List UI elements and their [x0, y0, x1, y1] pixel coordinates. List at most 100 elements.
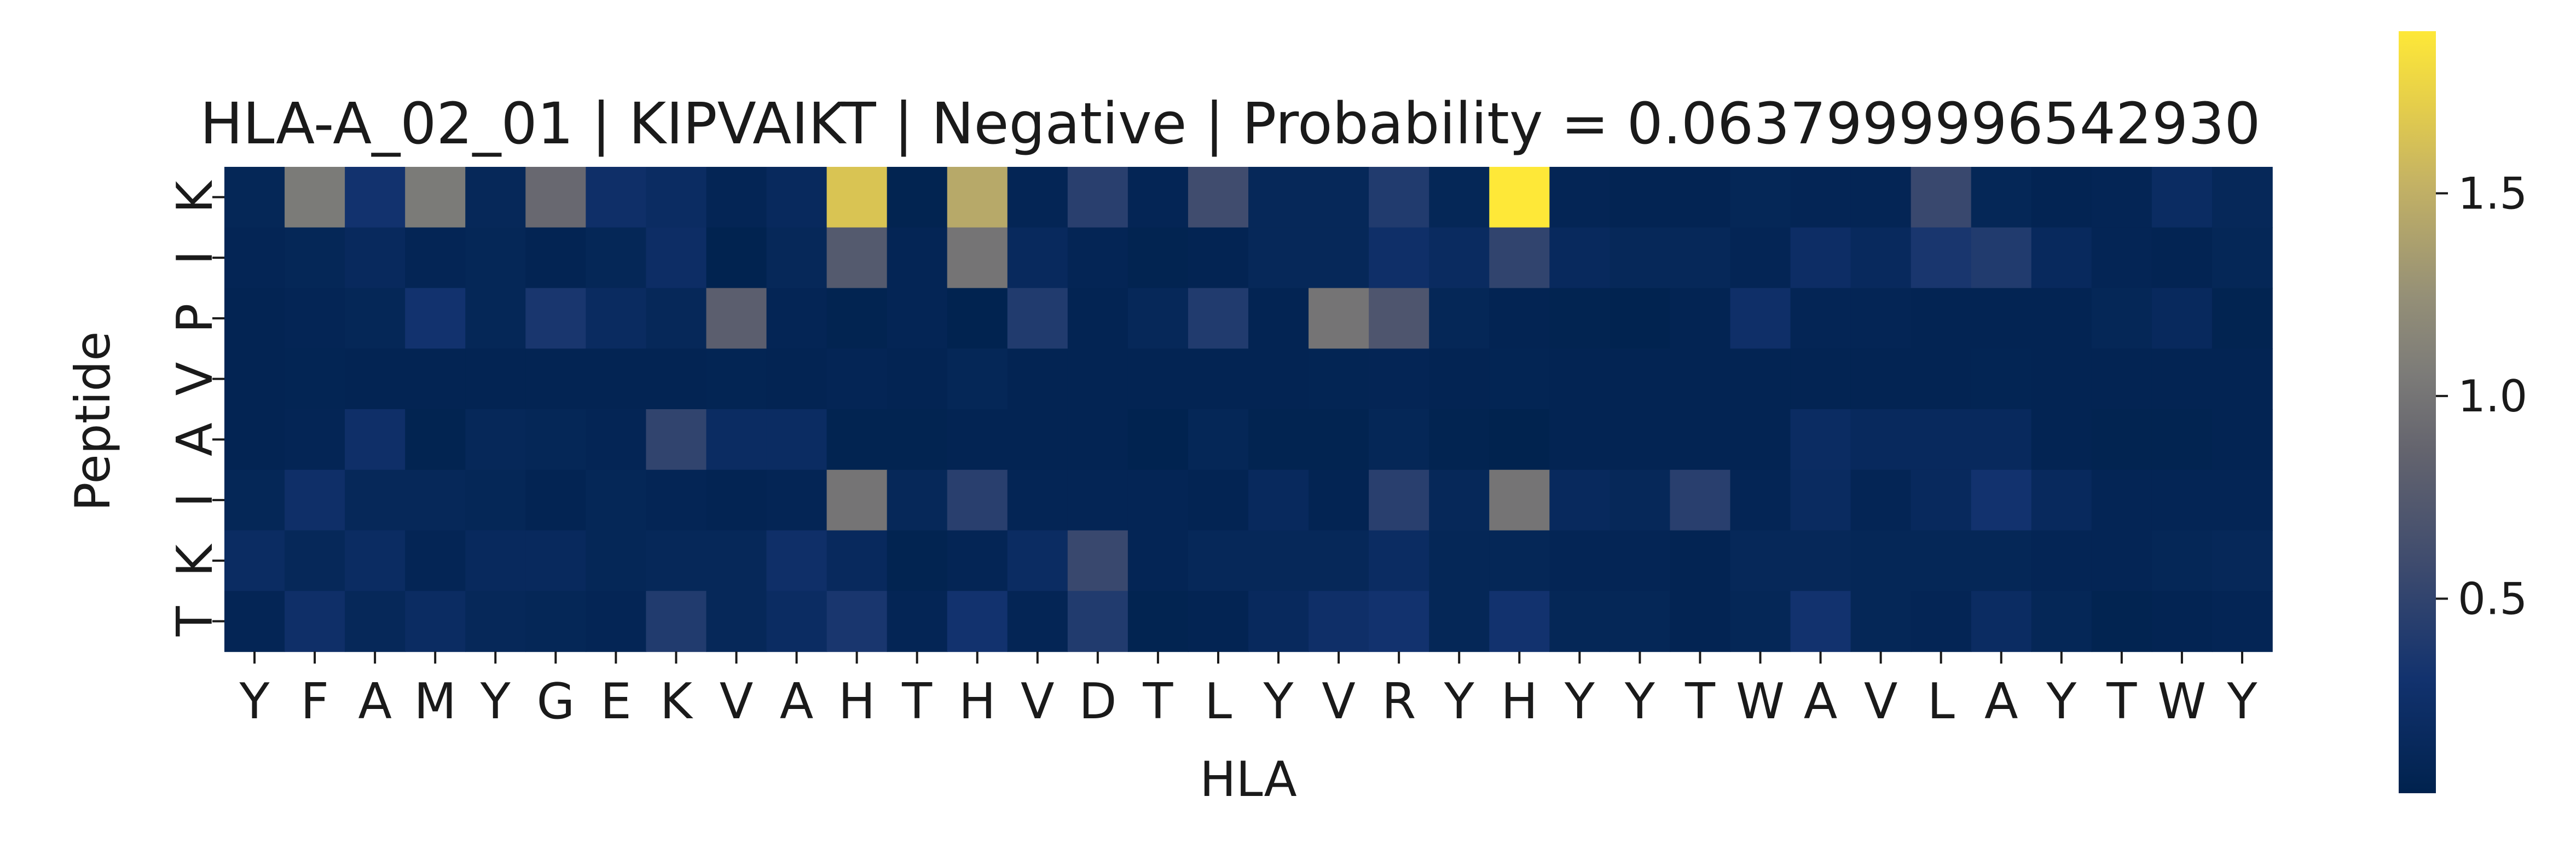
heatmap-cell	[1489, 348, 1550, 410]
heatmap-cell	[1549, 227, 1611, 289]
heatmap-cell	[646, 530, 707, 592]
heatmap-cell	[2151, 227, 2213, 289]
heatmap-cell	[706, 591, 767, 652]
heatmap-cell	[1610, 469, 1671, 531]
heatmap-cell	[345, 167, 406, 228]
heatmap-cell	[947, 167, 1008, 228]
heatmap-cell	[1670, 591, 1731, 652]
heatmap-cell	[1549, 469, 1611, 531]
colorbar-tick-label: 1.0	[2458, 371, 2527, 422]
x-tick-label: Y	[2226, 673, 2257, 730]
heatmap-cell	[1489, 288, 1550, 350]
heatmap-cell	[1188, 409, 1249, 470]
heatmap-cell	[1730, 348, 1791, 410]
heatmap-cell	[1610, 227, 1671, 289]
heatmap-cell	[1127, 227, 1189, 289]
heatmap-cell	[1007, 530, 1068, 592]
heatmap-cell	[1489, 591, 1550, 652]
heatmap-cell	[1911, 348, 1972, 410]
heatmap-cell	[1127, 469, 1189, 531]
heatmap-cell	[1850, 348, 1912, 410]
heatmap-cell	[766, 348, 827, 410]
heatmap-cell	[766, 288, 827, 350]
heatmap-cell	[285, 469, 345, 531]
heatmap-cell	[826, 530, 888, 592]
x-tick-label: F	[300, 673, 329, 730]
x-tick-label: Y	[1624, 673, 1655, 730]
heatmap-cell	[2031, 348, 2092, 410]
y-axis-label: Peptide	[65, 332, 121, 511]
heatmap-cell	[465, 288, 526, 350]
heatmap-cell	[465, 530, 526, 592]
heatmap-cell	[1549, 348, 1611, 410]
heatmap-cell	[1489, 167, 1550, 228]
heatmap-cell	[706, 288, 767, 350]
heatmap-cell	[1007, 288, 1068, 350]
heatmap-cell	[285, 591, 345, 652]
heatmap-cell	[646, 167, 707, 228]
heatmap-cell	[1971, 167, 2032, 228]
colorbar: 0.5 1.0 1.5	[2399, 31, 2527, 793]
heatmap-cell	[525, 591, 587, 652]
heatmap-cell	[1309, 409, 1369, 470]
x-tick-label: L	[1205, 673, 1232, 730]
heatmap-cell	[1790, 167, 1851, 228]
heatmap-cell	[2151, 591, 2213, 652]
x-tick-label: V	[1322, 673, 1356, 730]
heatmap-cell	[1730, 288, 1791, 350]
heatmap-cell	[2031, 167, 2092, 228]
colorbar-gradient	[2399, 31, 2436, 793]
heatmap-cell	[826, 348, 888, 410]
heatmap-cell	[2031, 530, 2092, 592]
x-tick-label: G	[536, 673, 575, 730]
heatmap-cell	[345, 288, 406, 350]
heatmap-cell	[1067, 530, 1128, 592]
heatmap-cell	[285, 348, 345, 410]
heatmap-cell	[525, 167, 587, 228]
heatmap-cell	[405, 469, 466, 531]
heatmap-cell	[586, 591, 647, 652]
heatmap-cells	[224, 167, 2273, 652]
heatmap-cell	[1127, 409, 1189, 470]
heatmap-cell	[1790, 469, 1851, 531]
heatmap-cell	[586, 348, 647, 410]
heatmap-cell	[1429, 530, 1490, 592]
heatmap-cell	[826, 167, 888, 228]
heatmap-cell	[646, 288, 707, 350]
heatmap-cell	[1309, 227, 1369, 289]
heatmap-cell	[2212, 530, 2273, 592]
heatmap-cell	[1429, 348, 1490, 410]
heatmap-cell	[1429, 227, 1490, 289]
x-tick-label: V	[1864, 673, 1898, 730]
heatmap-cell	[1007, 469, 1068, 531]
x-tick-label: Y	[1444, 673, 1475, 730]
x-tick-label: T	[1684, 673, 1716, 730]
heatmap-cell	[1309, 288, 1369, 350]
heatmap-cell	[1850, 591, 1912, 652]
y-tick-label: I	[166, 251, 224, 265]
heatmap-cell	[1850, 469, 1912, 531]
heatmap-cell	[887, 591, 948, 652]
heatmap-cell	[2031, 227, 2092, 289]
heatmap-cell	[1007, 409, 1068, 470]
colorbar-tick-label: 1.5	[2458, 168, 2527, 219]
heatmap-cell	[1369, 167, 1429, 228]
x-tick-label: Y	[2046, 673, 2077, 730]
heatmap-cell	[947, 591, 1008, 652]
heatmap-cell	[1369, 227, 1429, 289]
heatmap-cell	[2212, 288, 2273, 350]
heatmap-cell	[2091, 530, 2152, 592]
heatmap-cell	[525, 227, 587, 289]
heatmap-cell	[586, 288, 647, 350]
heatmap-cell	[1730, 591, 1791, 652]
colorbar-tick-label: 0.5	[2458, 573, 2527, 624]
heatmap-cell	[1549, 591, 1611, 652]
heatmap-cell	[1127, 288, 1189, 350]
heatmap-cell	[2212, 469, 2273, 531]
heatmap-cell	[525, 409, 587, 470]
heatmap-cell	[1489, 530, 1550, 592]
heatmap-cell	[465, 227, 526, 289]
heatmap-cell	[1067, 167, 1128, 228]
